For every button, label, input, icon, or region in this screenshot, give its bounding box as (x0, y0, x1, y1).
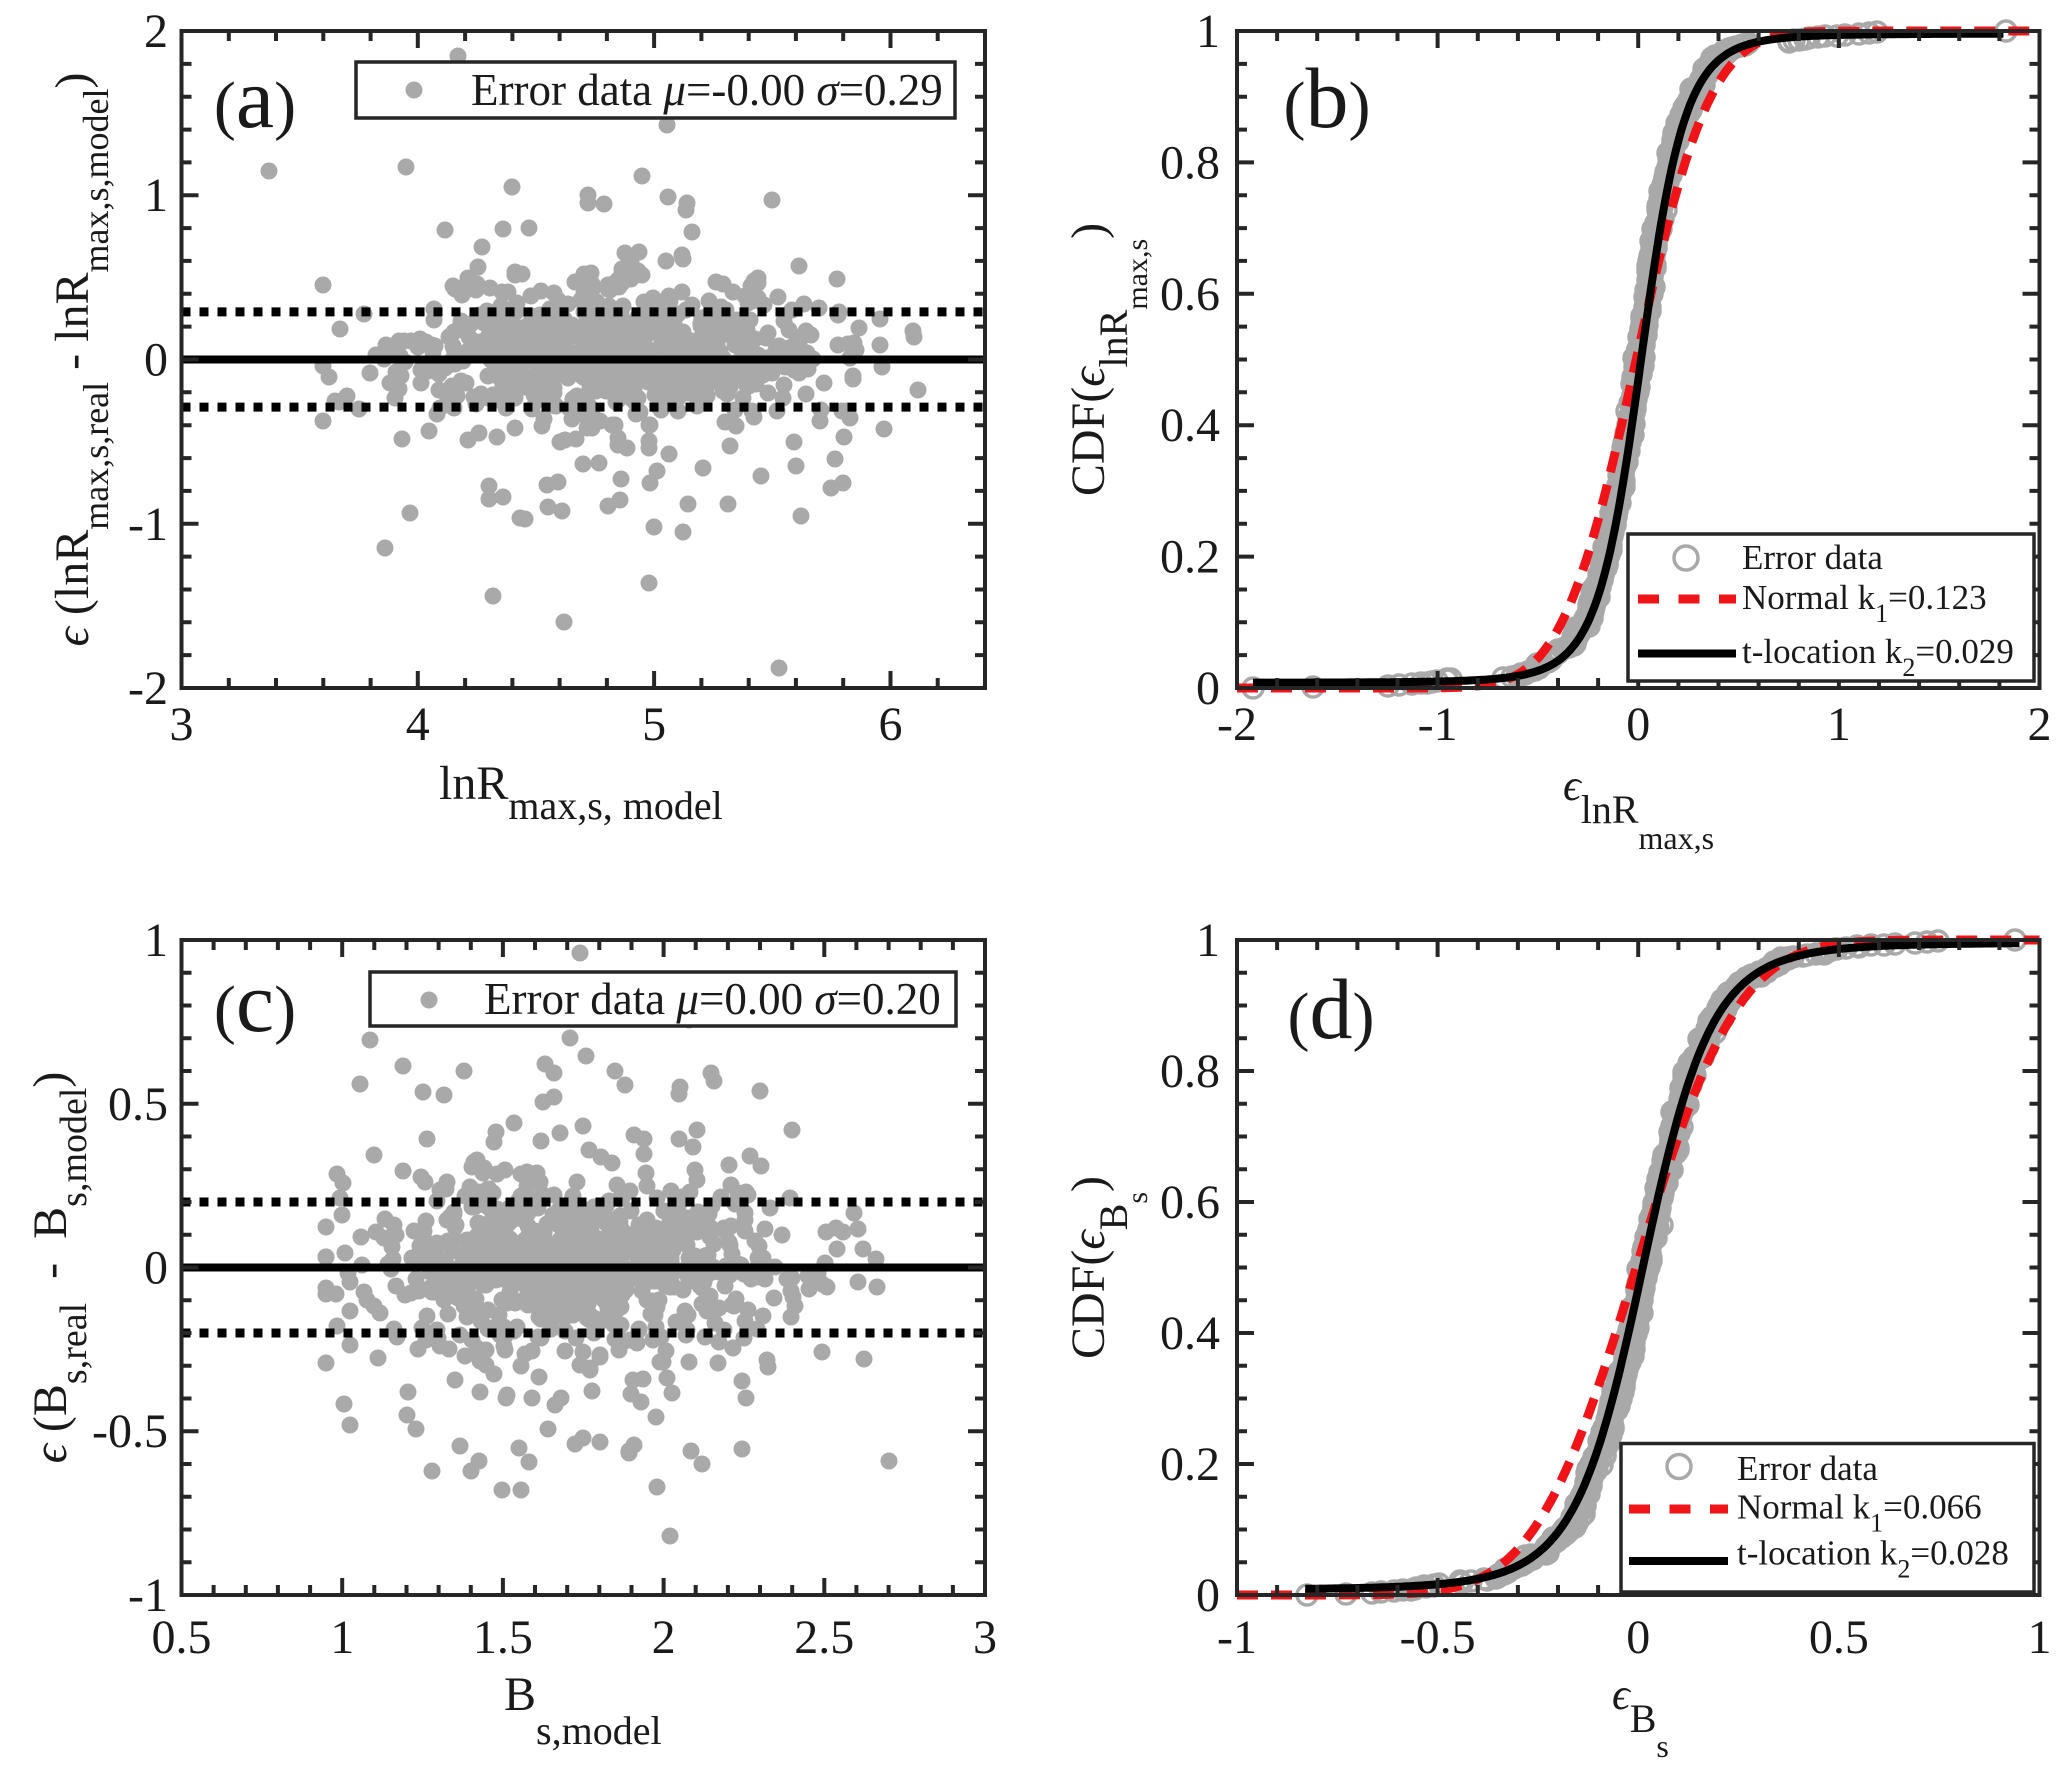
svg-text:3: 3 (170, 698, 194, 751)
svg-text:2: 2 (652, 1611, 676, 1664)
svg-text:0.6: 0.6 (1160, 268, 1220, 321)
svg-text:-0.5: -0.5 (1400, 1611, 1476, 1664)
svg-text:0.2: 0.2 (1160, 1438, 1220, 1491)
svg-text:(d): (d) (1288, 961, 1375, 1057)
svg-text:0: 0 (144, 334, 168, 387)
svg-text:0.4: 0.4 (1160, 399, 1220, 452)
svg-text:0: 0 (1626, 698, 1650, 751)
svg-text:1.5: 1.5 (473, 1611, 533, 1664)
svg-text:0: 0 (1626, 1611, 1650, 1664)
svg-text:(c): (c) (214, 954, 296, 1050)
svg-text:0.5: 0.5 (152, 1611, 212, 1664)
svg-text:1: 1 (1827, 698, 1851, 751)
svg-text:Error data: Error data (1737, 1449, 1878, 1488)
svg-text:-1: -1 (1217, 1611, 1257, 1664)
svg-text:0.5: 0.5 (1809, 1611, 1869, 1664)
svg-text:0.6: 0.6 (1160, 1176, 1220, 1229)
svg-text:3: 3 (973, 1611, 997, 1664)
svg-text:2: 2 (2028, 698, 2052, 751)
svg-text:0.4: 0.4 (1160, 1307, 1220, 1360)
svg-text:-1: -1 (128, 1569, 168, 1622)
svg-text:6: 6 (879, 698, 903, 751)
svg-text:Error data: Error data (1742, 538, 1883, 577)
svg-text:-1: -1 (1418, 698, 1458, 751)
svg-text:1: 1 (330, 1611, 354, 1664)
svg-text:Error data μ=0.00 σ=0.20: Error data μ=0.00 σ=0.20 (484, 974, 941, 1024)
svg-text:0.5: 0.5 (108, 1078, 168, 1131)
svg-text:ϵlnRmax,s: ϵlnRmax,s (1563, 761, 1714, 856)
svg-text:-2: -2 (1217, 698, 1257, 751)
svg-text:1: 1 (1196, 914, 1220, 967)
svg-text:1: 1 (144, 169, 168, 222)
svg-text:2.5: 2.5 (794, 1611, 854, 1664)
svg-text:0: 0 (1196, 662, 1220, 715)
svg-text:4: 4 (406, 698, 430, 751)
svg-text:0.2: 0.2 (1160, 531, 1220, 584)
svg-text:0.8: 0.8 (1160, 1045, 1220, 1098)
svg-text:0.8: 0.8 (1160, 136, 1220, 189)
svg-text:-0.5: -0.5 (92, 1405, 168, 1458)
svg-text:5: 5 (642, 698, 666, 751)
svg-text:(b): (b) (1284, 50, 1371, 146)
svg-text:0: 0 (1196, 1569, 1220, 1622)
svg-text:(a): (a) (214, 50, 296, 146)
svg-text:2: 2 (144, 5, 168, 58)
svg-text:-2: -2 (128, 662, 168, 715)
svg-text:ϵBs: ϵBs (1612, 1670, 1669, 1764)
svg-text:0: 0 (144, 1242, 168, 1295)
svg-text:1: 1 (1196, 5, 1220, 58)
svg-text:-1: -1 (128, 498, 168, 551)
svg-text:1: 1 (2028, 1611, 2052, 1664)
svg-text:Error data μ=-0.00 σ=0.29: Error data μ=-0.00 σ=0.29 (471, 65, 943, 115)
svg-text:1: 1 (144, 914, 168, 967)
